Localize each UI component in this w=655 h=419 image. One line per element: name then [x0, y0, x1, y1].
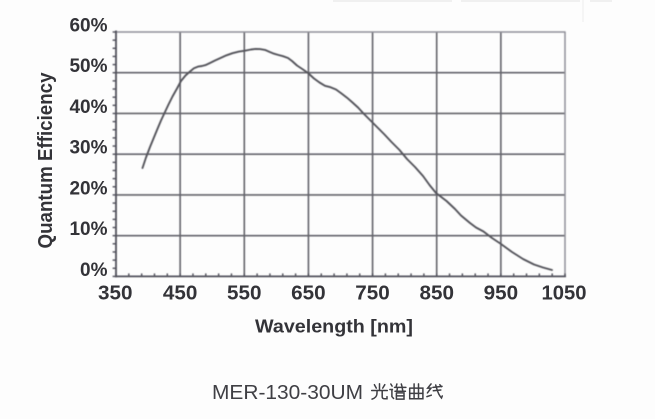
svg-text:20%: 20% — [69, 178, 107, 199]
svg-text:950: 950 — [484, 283, 519, 305]
svg-text:1050: 1050 — [542, 283, 587, 305]
svg-text:10%: 10% — [69, 219, 107, 240]
svg-text:50%: 50% — [69, 56, 107, 77]
svg-text:850: 850 — [419, 283, 454, 305]
svg-text:30%: 30% — [69, 138, 107, 159]
svg-text:Quantum Efficiency: Quantum Efficiency — [35, 72, 57, 249]
svg-text:60%: 60% — [69, 15, 107, 36]
svg-text:650: 650 — [291, 283, 326, 305]
svg-text:450: 450 — [163, 283, 198, 305]
svg-text:750: 750 — [355, 283, 390, 305]
svg-text:Wavelength [nm]: Wavelength [nm] — [255, 317, 413, 337]
svg-text:350: 350 — [98, 283, 133, 305]
svg-text:40%: 40% — [69, 97, 107, 118]
svg-text:MER-130-30UM: MER-130-30UM — [212, 382, 363, 404]
svg-text:0%: 0% — [80, 260, 108, 281]
svg-text:550: 550 — [227, 283, 262, 305]
